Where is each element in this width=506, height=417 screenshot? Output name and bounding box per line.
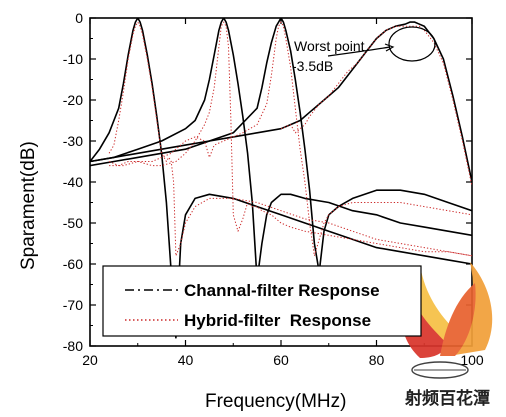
hybrid-filter-trace-1 (108, 21, 472, 257)
worst-point-circle (388, 26, 436, 62)
legend: Channal-filter Response Hybrid-filter Re… (102, 265, 422, 337)
annotation-arrow (327, 46, 391, 57)
watermark-text: 射频百花潭 (404, 388, 490, 409)
annotation-arrowhead (384, 43, 395, 52)
legend-box (102, 265, 422, 337)
y-tick-label: -50 (63, 215, 83, 231)
y-tick-label: -20 (63, 92, 83, 108)
y-tick-label: -80 (63, 338, 83, 354)
annotation-line-2: -3.5dB (292, 58, 333, 74)
x-tick-label: 20 (82, 352, 98, 368)
channal-filter-trace-4 (90, 21, 472, 183)
y-axis-label: Sparament(dB) (18, 141, 39, 270)
x-tick-label: 40 (178, 352, 194, 368)
x-axis-label: Frequency(MHz) (205, 391, 346, 412)
y-tick-label: -70 (63, 297, 83, 313)
x-tick-label: 60 (273, 352, 289, 368)
y-tick-label: 0 (75, 10, 83, 26)
y-tick-label: -30 (63, 133, 83, 149)
x-tick-label: 100 (460, 352, 484, 368)
y-tick-label: -10 (63, 51, 83, 67)
axis-ticks: 20 40 60 80 100 0 -10 -20 -30 -40 -50 -60 -70 -80 (63, 10, 484, 368)
legend-label-channal: Channal-filter Response (184, 281, 380, 300)
y-tick-label: -60 (63, 256, 83, 272)
x-tick-label: 80 (369, 352, 385, 368)
y-tick-label: -40 (63, 174, 83, 190)
annotation-line-1: Worst point (294, 38, 365, 54)
legend-label-hybrid: Hybrid-filter Response (184, 311, 371, 330)
hybrid-filter-trace-2 (108, 21, 472, 257)
